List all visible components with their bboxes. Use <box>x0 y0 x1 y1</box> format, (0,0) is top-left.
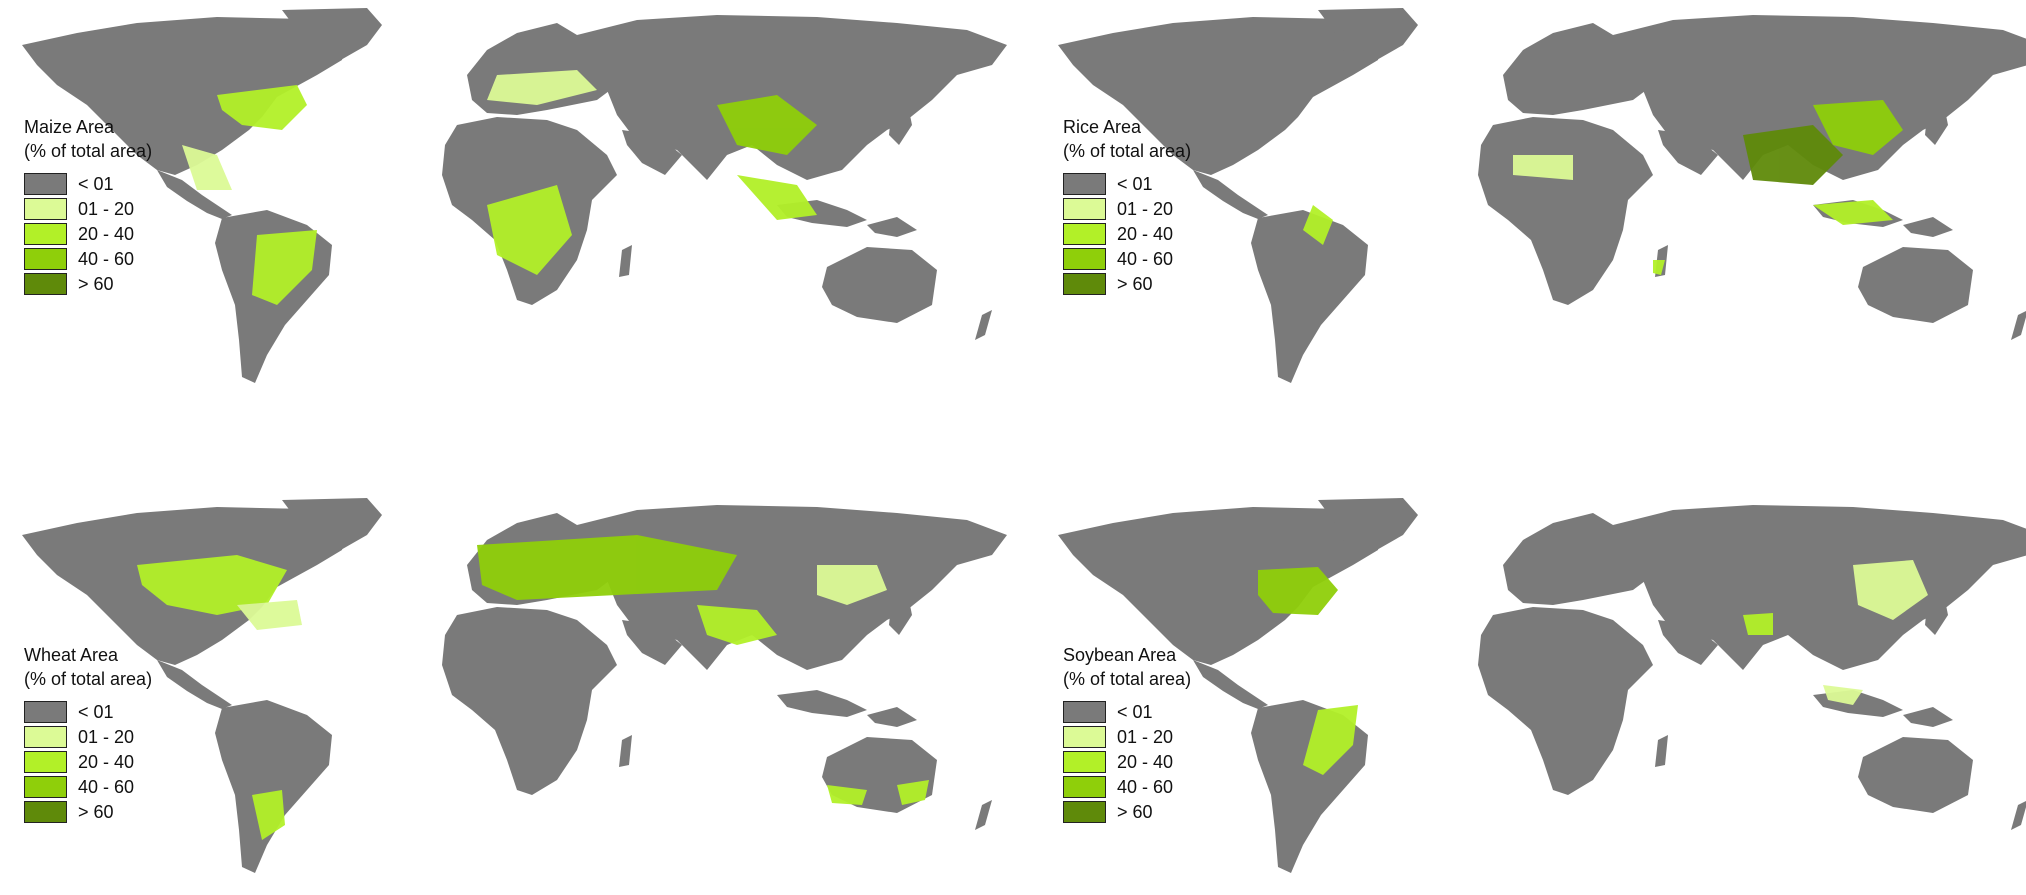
legend-item: 01 - 20 <box>1063 724 1191 749</box>
swatch-01-20-icon <box>24 197 67 220</box>
legend-item: 20 - 40 <box>1063 749 1191 774</box>
legend-item: < 01 <box>24 171 152 196</box>
rice-legend-subtitle: (% of total area) <box>1063 141 1192 161</box>
soybean-legend-subtitle: (% of total area) <box>1063 669 1192 689</box>
swatch-01-20-icon <box>1063 197 1106 220</box>
soybean-legend: Soybean Area (% of total area) < 01 01 -… <box>1063 643 1191 824</box>
swatch-40-60-icon <box>24 247 67 270</box>
legend-item: > 60 <box>24 271 152 296</box>
legend-item: 40 - 60 <box>1063 246 1191 271</box>
legend-item: < 01 <box>24 699 152 724</box>
swatch-gt60-icon <box>1063 272 1106 295</box>
swatch-lt01-icon <box>24 700 67 723</box>
legend-item: > 60 <box>1063 799 1191 824</box>
rice-legend: Rice Area (% of total area) < 01 01 - 20… <box>1063 115 1191 296</box>
wheat-legend-title: Wheat Area <box>24 645 119 665</box>
swatch-lt01-icon <box>1063 700 1106 723</box>
legend-item: 20 - 40 <box>1063 221 1191 246</box>
legend-item: 40 - 60 <box>1063 774 1191 799</box>
rice-panel: Rice Area (% of total area) < 01 01 - 20… <box>1053 5 2026 405</box>
legend-item: > 60 <box>24 799 152 824</box>
legend-item: 20 - 40 <box>24 221 152 246</box>
swatch-lt01-icon <box>24 172 67 195</box>
legend-item: < 01 <box>1063 699 1191 724</box>
swatch-gt60-icon <box>24 800 67 823</box>
rice-legend-title: Rice Area <box>1063 117 1142 137</box>
swatch-20-40-icon <box>24 222 67 245</box>
wheat-legend: Wheat Area (% of total area) < 01 01 - 2… <box>24 643 152 824</box>
soybean-map <box>1058 498 2026 873</box>
legend-item: < 01 <box>1063 171 1191 196</box>
swatch-40-60-icon <box>1063 247 1106 270</box>
legend-item: 01 - 20 <box>24 196 152 221</box>
swatch-gt60-icon <box>24 272 67 295</box>
maize-legend-title: Maize Area <box>24 117 115 137</box>
maize-overlay <box>182 70 817 305</box>
wheat-map <box>22 498 1007 873</box>
maize-legend-subtitle: (% of total area) <box>24 141 153 161</box>
legend-item: 40 - 60 <box>24 774 152 799</box>
legend-item: 01 - 20 <box>1063 196 1191 221</box>
swatch-40-60-icon <box>1063 775 1106 798</box>
soybean-legend-title: Soybean Area <box>1063 645 1177 665</box>
swatch-01-20-icon <box>1063 725 1106 748</box>
rice-overlay <box>1303 100 1903 275</box>
soybean-panel: Soybean Area (% of total area) < 01 01 -… <box>1053 495 2026 895</box>
wheat-overlay <box>137 535 929 840</box>
swatch-40-60-icon <box>24 775 67 798</box>
wheat-panel: Wheat Area (% of total area) < 01 01 - 2… <box>17 495 1017 895</box>
wheat-legend-subtitle: (% of total area) <box>24 669 153 689</box>
swatch-20-40-icon <box>1063 222 1106 245</box>
swatch-20-40-icon <box>24 750 67 773</box>
maize-legend: Maize Area (% of total area) < 01 01 - 2… <box>24 115 152 296</box>
swatch-gt60-icon <box>1063 800 1106 823</box>
legend-item: 40 - 60 <box>24 246 152 271</box>
legend-item: 20 - 40 <box>24 749 152 774</box>
legend-item: 01 - 20 <box>24 724 152 749</box>
swatch-lt01-icon <box>1063 172 1106 195</box>
soybean-overlay <box>1258 560 1928 775</box>
legend-item: > 60 <box>1063 271 1191 296</box>
maize-panel: Maize Area (% of total area) < 01 01 - 2… <box>17 5 1017 405</box>
maize-map <box>22 8 1007 383</box>
rice-map <box>1058 8 2026 383</box>
swatch-01-20-icon <box>24 725 67 748</box>
swatch-20-40-icon <box>1063 750 1106 773</box>
